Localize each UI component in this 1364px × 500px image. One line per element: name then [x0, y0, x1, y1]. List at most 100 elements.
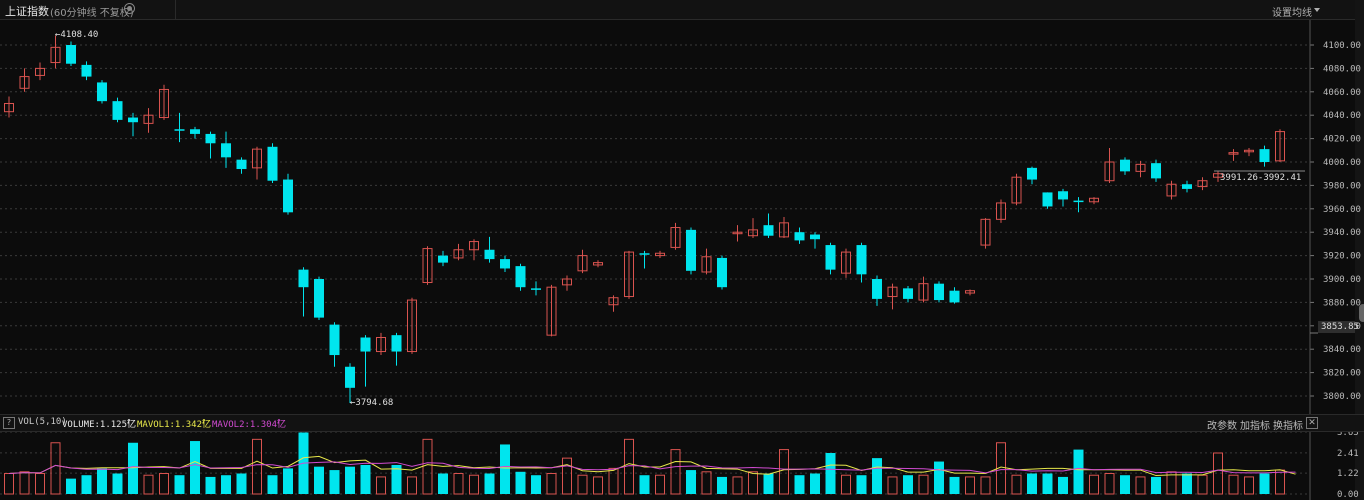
volume-bar-up: [453, 473, 464, 495]
volume-bar-down: [639, 475, 650, 494]
volume-bar-up: [779, 449, 789, 495]
candle-body-down: [66, 45, 76, 64]
gear-icon[interactable]: [124, 3, 135, 14]
candle-body-down: [236, 159, 247, 170]
candle-body-up: [1166, 183, 1177, 197]
candle-body-up: [918, 283, 929, 301]
volume-bar-down: [500, 444, 510, 494]
volume-tick-label: 0.00: [1337, 490, 1359, 500]
volume-bar-up: [407, 476, 417, 495]
volume-bar-down: [1120, 475, 1130, 494]
volume-bar-down: [1073, 449, 1084, 494]
candle-body-up: [1011, 176, 1022, 204]
candle-body-up: [593, 262, 603, 266]
close-icon[interactable]: ✕: [1306, 417, 1318, 429]
switch-indicator-button[interactable]: 换指标: [1273, 421, 1303, 432]
volume-bar-up: [1275, 469, 1285, 495]
volume-bar-down: [515, 471, 526, 494]
set-ma-button[interactable]: 设置均线: [1272, 8, 1312, 19]
candle-body-down: [949, 290, 960, 303]
scroll-strip[interactable]: [1355, 0, 1364, 500]
candle-body-up: [376, 337, 386, 353]
candle-body-up: [608, 297, 619, 306]
candle-body-down: [174, 129, 185, 131]
candle-body-up: [1275, 131, 1285, 162]
volume-bar-down: [174, 475, 185, 494]
price-tick-label: 4000.00: [1323, 158, 1361, 168]
mavol2-line: [8, 461, 1296, 475]
volume-bar-down: [1042, 473, 1053, 494]
volume-bar-down: [345, 466, 355, 494]
price-tick-label: 3800.00: [1323, 392, 1361, 402]
candle-body-up: [577, 255, 588, 272]
candle-body-down: [500, 259, 510, 269]
chevron-down-icon[interactable]: [1314, 8, 1320, 12]
candle-body-up: [779, 222, 789, 238]
volume-bar-up: [4, 473, 14, 495]
edit-params-button[interactable]: 改参数: [1207, 421, 1237, 432]
volume-bar-down: [794, 475, 805, 494]
chart-title: 上证指数: [5, 5, 49, 18]
candle-body-up: [1244, 149, 1254, 153]
candle-body-up: [546, 286, 557, 336]
price-tick-label: 3980.00: [1323, 181, 1361, 191]
candle-body-down: [267, 146, 278, 181]
up-arrow-icon: ↑: [126, 417, 132, 427]
volume-header: ? VOL(5,10) VOLUME:1.125亿 ↑ MAVOL1:1.342…: [0, 414, 1364, 432]
candle-body-up: [1197, 180, 1208, 188]
price-tick-label: 3960.00: [1323, 205, 1361, 215]
candle-body-up: [655, 252, 665, 257]
candle-body-up: [624, 251, 634, 298]
candle-body-down: [1151, 163, 1161, 179]
add-indicator-button[interactable]: 加指标: [1240, 421, 1270, 432]
volume-bar-up: [918, 474, 929, 495]
drag-handle[interactable]: [1359, 304, 1364, 322]
volume-tick-label: 2.41: [1337, 449, 1359, 459]
candle-body-down: [298, 269, 309, 288]
candle-body-up: [1213, 173, 1223, 178]
volume-bar-up: [1213, 452, 1223, 495]
candle-body-down: [81, 64, 92, 77]
volume-bar-up: [655, 474, 665, 495]
price-tick-label: 4040.00: [1323, 111, 1361, 121]
candle-body-down: [112, 101, 123, 120]
volume-bar-down: [903, 475, 913, 494]
candle-body-down: [221, 143, 231, 158]
vol-indicator-name: VOL(5,10): [18, 417, 67, 427]
price-tick-label: 3920.00: [1323, 252, 1361, 262]
volume-bar-down: [1027, 473, 1037, 494]
volume-bar-down: [949, 476, 960, 494]
candle-body-up: [980, 218, 991, 246]
candle-body-down: [1073, 200, 1084, 203]
candle-body-up: [453, 249, 464, 259]
mavol1-value: MAVOL1:1.342亿: [137, 420, 212, 430]
high-price-annotation: ←4108.40: [55, 30, 98, 40]
volume-bar-down: [314, 466, 324, 494]
candle-body-down: [763, 225, 774, 236]
candle-body-down: [391, 335, 402, 352]
candle-body-up: [996, 202, 1006, 220]
volume-bar-down: [1182, 473, 1192, 494]
price-tick-label: 4060.00: [1323, 88, 1361, 98]
volume-bar-up: [965, 476, 975, 495]
low-price-annotation: ←3794.68: [350, 398, 393, 408]
candle-body-down: [438, 255, 448, 263]
candle-body-up: [50, 46, 61, 64]
volume-bar-down: [717, 476, 727, 494]
candle-body-down: [903, 288, 913, 299]
volume-bar-down: [329, 470, 340, 494]
candle-body-up: [159, 88, 169, 119]
candle-body-down: [934, 283, 944, 301]
candle-body-down: [1182, 184, 1192, 189]
candle-body-down: [686, 229, 696, 271]
help-icon[interactable]: ?: [3, 417, 15, 429]
candle-body-down: [128, 117, 138, 123]
volume-bar-up: [252, 438, 262, 495]
candle-body-down: [329, 324, 340, 356]
candle-body-down: [1042, 192, 1053, 207]
candle-body-down: [345, 366, 355, 388]
candle-body-down: [1027, 167, 1037, 180]
volume-bar-up: [469, 474, 479, 495]
volume-bar-down: [360, 464, 371, 494]
